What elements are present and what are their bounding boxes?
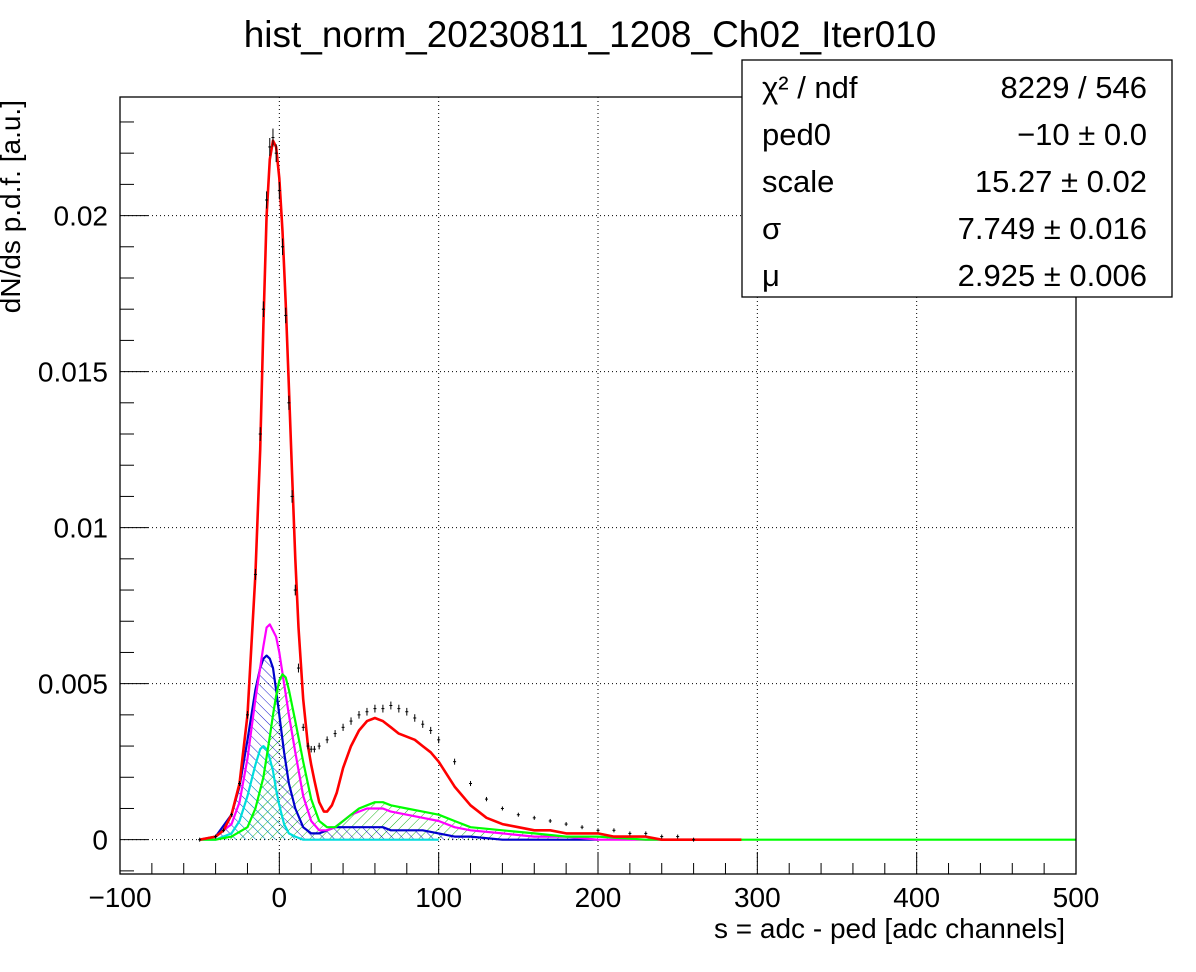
data-point [532,815,536,820]
stats-value: 8229 / 546 [1000,70,1147,105]
data-point [500,806,504,811]
y-tick-label: 0.01 [54,513,109,544]
x-axis-label: s = adc - ped [adc channels] [714,913,1065,944]
data-point [357,711,361,719]
data-point [596,828,600,833]
data-point [548,818,552,823]
data-point [453,758,457,765]
y-tick-label: 0 [92,825,108,856]
x-tick-label: 200 [575,882,622,913]
stats-label: scale [762,164,834,199]
data-point [381,704,385,713]
series-line-4 [199,745,439,841]
series-line-0 [199,139,742,841]
data-point [312,745,316,753]
data-point [421,720,425,728]
data-point [397,704,401,713]
data-point [564,822,568,827]
y-tick-label: 0.005 [38,669,108,700]
data-point [301,723,305,731]
stats-value: 15.27 ± 0.02 [975,164,1147,199]
data-point [306,742,310,750]
stats-value: 7.749 ± 0.016 [958,211,1147,246]
x-tick-label: 400 [893,882,940,913]
data-point [284,307,288,324]
data-point [349,717,353,725]
stats-label: σ [762,211,781,246]
y-tick-label: 0.02 [54,201,109,232]
data-point [373,704,377,713]
data-point [309,745,313,753]
green-component-fill [199,674,1076,840]
stats-label: μ [762,258,780,293]
data-point [290,490,294,503]
stats-label: χ² / ndf [762,70,858,105]
data-point [258,427,262,441]
series-line-2 [199,673,1076,841]
fit-curves [199,139,1076,841]
fit-stats-box: χ² / ndf 8229 / 546 ped0 −10 ± 0.0 scale 15.2… [741,59,1173,298]
data-point [261,301,265,318]
cyan-component-fill [199,746,439,840]
data-point [413,714,417,722]
data-point [317,742,321,750]
data-point [692,837,696,842]
x-tick-label: 0 [272,882,288,913]
data-point [274,144,278,163]
y-axis-label: dN/ds p.d.f. [a.u.] [0,100,26,313]
data-point [365,707,369,716]
data-point [389,701,393,710]
data-point [660,834,664,839]
data-point [341,723,345,731]
data-point [293,584,297,596]
data-point [580,825,584,830]
data-point [271,128,275,147]
data-point [281,238,285,256]
y-tick-label: 0.015 [38,357,108,388]
data-point [222,828,226,833]
stats-value: −10 ± 0.0 [1017,117,1147,152]
stats-value: 2.925 ± 0.006 [958,258,1147,293]
data-point [296,663,300,673]
data-point [268,137,272,156]
data-point [253,568,257,580]
data-point [676,834,680,839]
data-points [198,128,696,842]
data-point [245,711,249,719]
data-point [429,726,433,735]
x-tick-label: −100 [88,882,151,913]
data-point [333,730,337,738]
x-tick-label: 300 [734,882,781,913]
data-point [612,828,616,833]
x-tick-label: 500 [1053,882,1100,913]
data-point [265,191,269,209]
data-point [437,736,441,744]
series-line-1 [199,623,694,841]
axes: −100 0 100 200 300 400 500 0 0.005 0.01 0.015 0.02 [38,121,1100,913]
data-point [230,812,234,817]
x-tick-label: 100 [415,882,462,913]
chart-title: hist_norm_20230811_1208_Ch02_Iter010 [244,14,937,55]
data-point [287,395,291,410]
data-point [469,780,473,787]
data-point [484,796,488,802]
stats-label: ped0 [762,117,831,152]
data-point [238,780,241,787]
data-point [628,831,632,836]
data-point [516,812,520,817]
data-point [405,707,409,716]
data-point [644,831,648,836]
stats-box-frame [741,59,1173,298]
data-point [198,837,202,842]
data-point [325,736,329,744]
data-point [214,834,218,839]
data-point [277,181,281,200]
